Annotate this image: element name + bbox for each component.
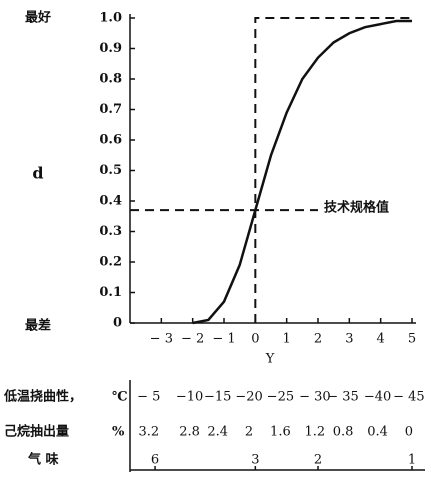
annotation: 技术规格值 <box>324 200 389 216</box>
x-tick-label: − 1 <box>212 332 235 347</box>
scale-label: 2 <box>245 425 253 440</box>
x-tick-label: 3 <box>345 332 353 347</box>
scale-label: 3 <box>251 453 259 468</box>
y-tick-label: 0.4 <box>99 194 122 209</box>
y-tick-label: 0.5 <box>99 163 122 178</box>
scale-unit: ℃ <box>112 390 128 405</box>
y-tick-label: 0.3 <box>99 224 122 239</box>
scale-label: 0 <box>405 425 413 440</box>
scale-label: − 5 <box>137 390 160 405</box>
scale-label: 0.8 <box>333 425 354 440</box>
y-tick-label: 0.8 <box>99 72 122 87</box>
x-tick-label: 2 <box>314 332 322 347</box>
y-tick-label: 0.1 <box>99 285 122 300</box>
scale-label: 3.2 <box>138 425 159 440</box>
scale-unit: % <box>112 425 125 440</box>
x-tick-label: 1 <box>283 332 291 347</box>
x-tick-label: 5 <box>408 332 416 347</box>
scale-label: −10 <box>176 390 203 405</box>
scale-label: 6 <box>151 453 159 468</box>
x-tick-label: 0 <box>251 332 259 347</box>
reference-line <box>254 17 412 323</box>
scale-label: 2.4 <box>207 425 228 440</box>
scale-label: 0.4 <box>367 425 388 440</box>
scale-label: − 30 <box>299 390 331 405</box>
y-label: d <box>32 164 43 183</box>
scale-name: 低温挠曲性， <box>3 389 82 405</box>
scale-name: 己烷抽出量 <box>4 424 69 440</box>
y-tick-label: 0 <box>113 316 122 331</box>
scale-label: − 35 <box>327 390 359 405</box>
scale-label: 1 <box>408 453 416 468</box>
y-tick-label: 0.7 <box>99 102 122 117</box>
scale-name: 气 味 <box>28 452 59 468</box>
curve <box>192 19 412 325</box>
scale-label: 1.2 <box>305 425 326 440</box>
y-bottom-label: 最差 <box>25 318 51 334</box>
scale-label: 2.8 <box>179 425 200 440</box>
y-top-label: 最好 <box>25 10 51 26</box>
y-tick-label: 0.2 <box>99 255 122 270</box>
scale-label: −15 <box>204 390 231 405</box>
scale-label: −20 <box>235 390 262 405</box>
scale-label: − 45 <box>393 390 425 405</box>
x-label: Y <box>265 352 275 367</box>
scale-label: −40 <box>364 390 391 405</box>
scale-label: 2 <box>314 453 322 468</box>
scale-label: 1.6 <box>270 425 291 440</box>
scale-label: −25 <box>267 390 294 405</box>
x-tick-label: 4 <box>377 332 385 347</box>
y-tick-label: 1.0 <box>99 11 122 26</box>
x-tick-label: − 3 <box>150 332 173 347</box>
y-tick-label: 0.6 <box>99 133 122 148</box>
x-tick-label: − 2 <box>181 332 204 347</box>
y-tick-label: 0.9 <box>99 41 122 56</box>
